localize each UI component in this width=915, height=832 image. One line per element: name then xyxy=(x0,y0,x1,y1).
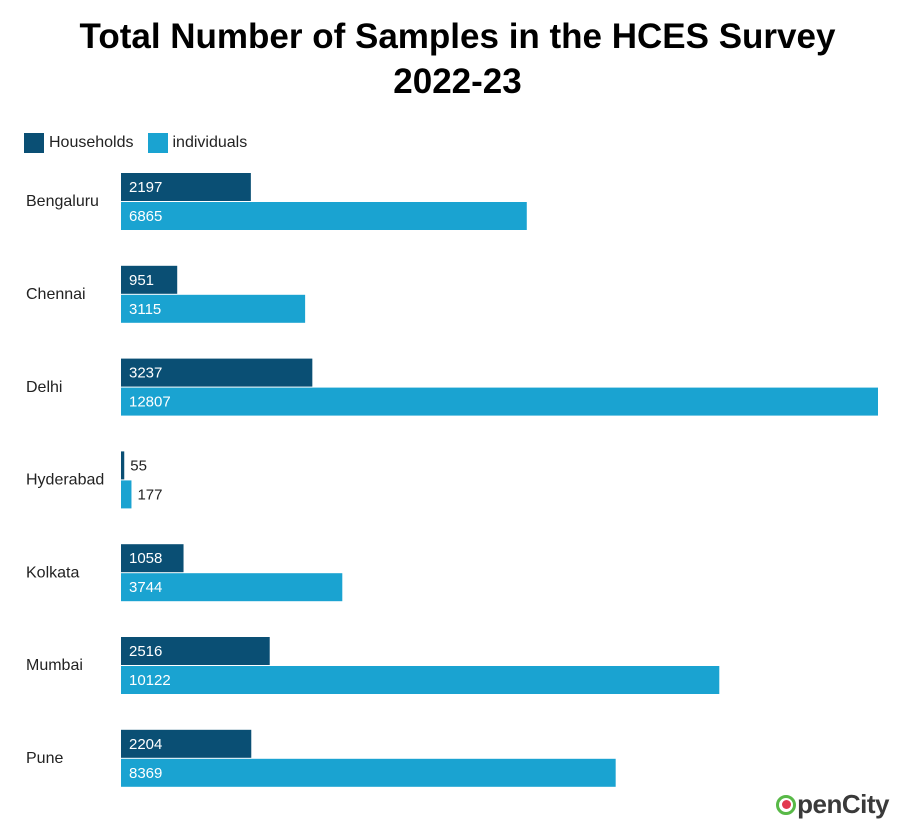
data-label-households-chennai: 951 xyxy=(129,272,154,289)
data-label-individuals-kolkata: 3744 xyxy=(129,579,162,596)
data-label-individuals-pune: 8369 xyxy=(129,765,162,782)
bar-households-delhi xyxy=(121,358,313,387)
bar-group-bengaluru: Bengaluru 2197 6865 xyxy=(26,173,527,230)
legend-label-individuals: individuals xyxy=(172,134,248,151)
bar-individuals-chennai xyxy=(121,294,306,323)
legend-label-households: Households xyxy=(49,134,134,151)
bar-group-delhi: Delhi 3237 12807 xyxy=(26,358,878,416)
bar-group-hyderabad: Hyderabad 55 177 xyxy=(26,451,162,509)
bar-group-kolkata: Kolkata 1058 3744 xyxy=(26,544,343,602)
legend-swatch-individuals xyxy=(147,133,168,153)
bar-households-kolkata xyxy=(121,544,184,573)
data-label-households-delhi: 3237 xyxy=(129,365,162,382)
bar-households-bengaluru xyxy=(121,173,251,201)
chart-title-line-1: Total Number of Samples in the HCES Surv… xyxy=(79,17,836,56)
data-label-individuals-mumbai: 10122 xyxy=(129,672,171,689)
category-label-bengaluru: Bengaluru xyxy=(26,193,99,210)
bar-group-pune: Pune 2204 8369 xyxy=(26,729,616,787)
data-label-individuals-delhi: 12807 xyxy=(129,394,171,411)
legend-item-individuals: individuals xyxy=(147,133,248,153)
bar-households-chennai xyxy=(121,265,178,294)
logo-text: penCity xyxy=(797,789,889,819)
bar-individuals-mumbai xyxy=(121,666,720,694)
category-label-pune: Pune xyxy=(26,750,63,767)
category-label-kolkata: Kolkata xyxy=(26,564,79,581)
category-label-mumbai: Mumbai xyxy=(26,657,83,674)
chart-title: Total Number of Samples in the HCES Surv… xyxy=(0,14,915,104)
data-label-households-pune: 2204 xyxy=(129,736,162,753)
legend-item-households: Households xyxy=(24,133,134,153)
opencity-logo: penCity xyxy=(776,789,889,820)
bar-individuals-kolkata xyxy=(121,573,343,602)
bar-group-chennai: Chennai 951 3115 xyxy=(26,265,306,323)
data-label-households-hyderabad: 55 xyxy=(130,457,147,474)
bar-group-mumbai: Mumbai 2516 10122 xyxy=(26,637,720,694)
category-label-chennai: Chennai xyxy=(26,286,86,303)
data-label-individuals-chennai: 3115 xyxy=(129,301,161,318)
data-label-individuals-hyderabad: 177 xyxy=(137,486,162,503)
logo-o-icon xyxy=(776,794,797,815)
bar-individuals-hyderabad xyxy=(121,480,132,509)
data-label-households-mumbai: 2516 xyxy=(129,643,162,660)
legend: Households individuals xyxy=(24,132,261,154)
chart-title-line-2: 2022-23 xyxy=(393,62,522,101)
bar-households-mumbai xyxy=(121,637,270,665)
bar-households-pune xyxy=(121,729,252,758)
category-label-hyderabad: Hyderabad xyxy=(26,472,104,489)
data-label-households-kolkata: 1058 xyxy=(129,550,162,567)
category-label-delhi: Delhi xyxy=(26,379,62,396)
bar-households-hyderabad xyxy=(121,451,125,480)
data-label-individuals-bengaluru: 6865 xyxy=(129,208,162,225)
bar-individuals-bengaluru xyxy=(121,202,527,230)
legend-swatch-households xyxy=(24,133,44,153)
bar-individuals-delhi xyxy=(121,387,878,416)
data-label-households-bengaluru: 2197 xyxy=(129,179,162,196)
bar-individuals-pune xyxy=(121,758,616,787)
